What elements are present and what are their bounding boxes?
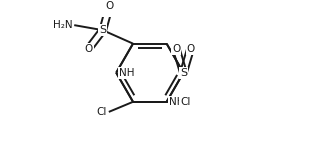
Text: Cl: Cl [97, 107, 107, 117]
Text: O: O [105, 1, 114, 11]
Text: Cl: Cl [180, 97, 190, 107]
Text: S: S [99, 25, 106, 35]
Text: NH: NH [119, 68, 134, 78]
Text: O: O [172, 44, 180, 54]
Text: NH: NH [169, 97, 185, 107]
Text: O: O [186, 44, 195, 54]
Text: O: O [85, 44, 93, 54]
Text: S: S [180, 68, 187, 78]
Text: H₂N: H₂N [53, 20, 72, 30]
